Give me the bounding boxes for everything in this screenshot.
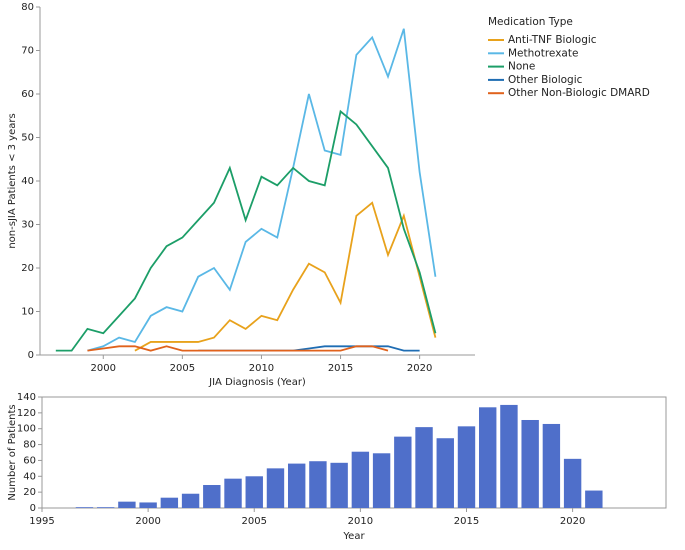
- x-tick-label: 2020: [560, 516, 585, 527]
- bar: [139, 502, 157, 508]
- x-tick-label: 2000: [91, 363, 116, 374]
- series-line: [134, 201, 437, 352]
- series-line: [87, 28, 437, 352]
- bar: [415, 427, 433, 508]
- legend-title: Medication Type: [488, 16, 573, 28]
- bar: [351, 451, 370, 508]
- y-tick-label: 140: [17, 392, 36, 403]
- bar: [479, 407, 497, 508]
- y-tick-label: 40: [21, 176, 34, 187]
- y-tick-label: 70: [21, 46, 34, 57]
- x-tick-label: 2000: [135, 516, 160, 527]
- y-tick-label: 0: [30, 503, 36, 514]
- legend-label: Methotrexate: [508, 47, 578, 59]
- y-tick-label: 80: [23, 440, 36, 451]
- bar: [287, 463, 306, 508]
- y-tick-label: 50: [21, 133, 34, 144]
- y-tick-label: 60: [21, 89, 34, 100]
- bar: [457, 426, 476, 508]
- bar: [224, 478, 242, 508]
- bar: [75, 507, 94, 508]
- x-axis-label: Year: [342, 531, 365, 542]
- bar: [181, 493, 200, 508]
- y-axis-label: non-sJIA Patients < 3 years: [7, 113, 18, 248]
- series-line: [55, 109, 437, 352]
- bar: [118, 501, 136, 508]
- y-tick-label: 20: [23, 487, 36, 498]
- bar: [266, 468, 285, 508]
- y-tick-label: 0: [28, 350, 34, 361]
- y-tick-label: 100: [17, 424, 36, 435]
- bar: [500, 404, 518, 508]
- bar: [203, 485, 221, 508]
- bar: [330, 462, 348, 508]
- bar: [309, 461, 327, 508]
- x-tick-label: 2015: [454, 516, 479, 527]
- x-tick-label: 1995: [29, 516, 54, 527]
- y-tick-label: 20: [21, 263, 34, 274]
- bar: [160, 497, 179, 508]
- bar: [96, 507, 115, 508]
- x-tick-label: 2010: [348, 516, 373, 527]
- bar: [542, 423, 561, 508]
- y-tick-label: 40: [23, 471, 36, 482]
- bar: [372, 453, 391, 508]
- y-tick-label: 10: [21, 307, 34, 318]
- series-line: [87, 345, 389, 352]
- y-axis-label: Number of Patients: [7, 404, 18, 500]
- bar: [436, 438, 454, 508]
- bar: [563, 458, 582, 508]
- x-tick-label: 2005: [170, 363, 195, 374]
- legend-label: Other Biologic: [508, 74, 583, 86]
- legend-label: Anti-TNF Biologic: [508, 34, 597, 46]
- x-tick-label: 2020: [407, 363, 432, 374]
- y-tick-label: 60: [23, 455, 36, 466]
- y-tick-label: 80: [21, 2, 34, 13]
- y-tick-label: 30: [21, 220, 34, 231]
- bar: [585, 490, 603, 508]
- bar: [245, 476, 263, 508]
- bar: [394, 436, 412, 508]
- legend-label: Other Non-Biologic DMARD: [508, 87, 650, 99]
- x-tick-label: 2015: [328, 363, 353, 374]
- legend-label: None: [508, 61, 535, 73]
- y-tick-label: 120: [17, 408, 36, 419]
- bar: [521, 419, 539, 508]
- x-tick-label: 2005: [242, 516, 267, 527]
- x-axis-label: JIA Diagnosis (Year): [208, 377, 306, 388]
- x-tick-label: 2010: [249, 363, 274, 374]
